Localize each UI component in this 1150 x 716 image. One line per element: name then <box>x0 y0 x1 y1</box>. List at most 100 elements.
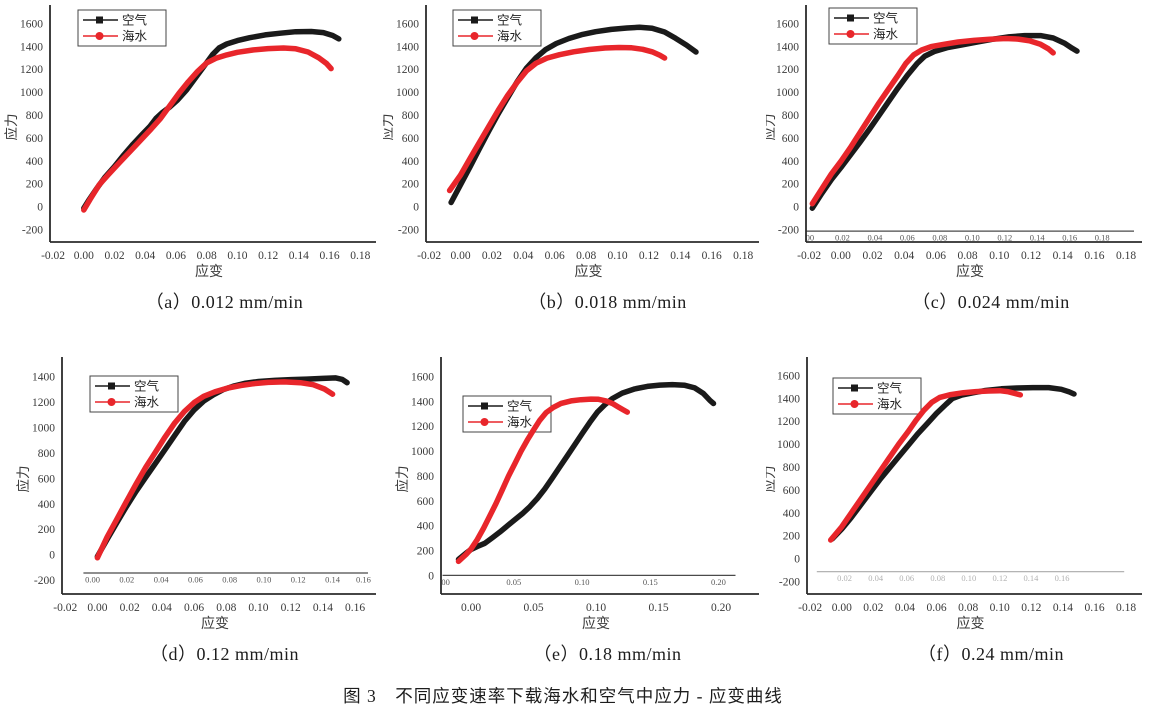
svg-text:0.10: 0.10 <box>575 577 590 587</box>
svg-text:0.10: 0.10 <box>257 574 272 584</box>
svg-text:0.10: 0.10 <box>607 250 627 262</box>
svg-text:0.04: 0.04 <box>513 250 533 262</box>
svg-text:0.10: 0.10 <box>961 573 976 583</box>
legend-label: 空气 <box>122 13 148 28</box>
svg-text:0.10: 0.10 <box>990 602 1010 614</box>
svg-text:-200: -200 <box>398 224 419 236</box>
y-axis-label: 应力 <box>383 114 395 141</box>
chart-a-axes <box>49 5 376 243</box>
svg-text:0.02: 0.02 <box>863 602 883 614</box>
legend-box <box>452 9 542 47</box>
chart-a: -200 0 200 400 600 800 1000 1200 1400 1600 -0.02 0.… <box>3 5 376 278</box>
svg-text:0: 0 <box>794 554 800 566</box>
chart-e-ghost-axis: 00 0.05 0.10 0.15 0.20 <box>441 574 736 587</box>
svg-text:0.02: 0.02 <box>119 574 134 584</box>
svg-text:1400: 1400 <box>776 41 799 53</box>
svg-text:0.20: 0.20 <box>711 577 726 587</box>
chart-d-y-tick-labels: -200 0 200 400 600 800 1000 1200 1400 <box>32 372 55 587</box>
svg-text:-200: -200 <box>34 575 55 587</box>
svg-text:1600: 1600 <box>776 18 799 30</box>
svg-text:0.06: 0.06 <box>188 574 203 584</box>
legend-square-marker-icon <box>108 382 115 390</box>
svg-text:0.18: 0.18 <box>733 250 753 262</box>
svg-text:0.04: 0.04 <box>868 573 884 583</box>
chart-f: 0.02 0.04 0.06 0.08 0.10 0.12 0.14 0.16 -200 0 200… <box>766 357 1142 630</box>
chart-caption-f: （f）0.24 mm/min <box>918 644 1064 664</box>
x-axis-label: 应变 <box>956 263 984 278</box>
svg-text:0.14: 0.14 <box>1030 233 1046 243</box>
svg-text:600: 600 <box>783 485 801 497</box>
svg-text:400: 400 <box>783 508 801 520</box>
svg-text:1000: 1000 <box>32 423 55 435</box>
svg-text:0.04: 0.04 <box>152 602 172 614</box>
legend-label: 空气 <box>134 379 160 394</box>
chart-c-x-tick-labels: -0.02 0.00 0.02 0.04 0.06 0.08 0.10 0.12 0.14 0.1… <box>797 250 1136 262</box>
svg-text:1200: 1200 <box>411 421 434 433</box>
svg-text:0.06: 0.06 <box>926 602 946 614</box>
svg-text:0.16: 0.16 <box>1062 233 1077 243</box>
chart-b-axes <box>425 5 759 243</box>
svg-text:0.14: 0.14 <box>670 250 690 262</box>
chart-panel-a: -200 0 200 400 600 800 1000 1200 1400 1600 -0.02 0.… <box>0 0 383 330</box>
svg-text:0.12: 0.12 <box>1021 250 1041 262</box>
svg-text:0.18: 0.18 <box>1116 602 1136 614</box>
svg-text:1600: 1600 <box>396 18 419 30</box>
chart-caption-d: （d）0.12 mm/min <box>149 644 299 664</box>
legend-box <box>77 9 167 47</box>
svg-text:0.12: 0.12 <box>992 573 1007 583</box>
chart-panel-b: -200 0 200 400 600 800 1000 1200 1400 1600 -0.02 0.… <box>383 0 766 330</box>
legend-circle-marker-icon <box>480 418 489 426</box>
chart-e-axes <box>440 357 759 595</box>
chart-b-y-tick-labels: -200 0 200 400 600 800 1000 1200 1400 1600 <box>396 18 419 236</box>
svg-text:-0.02: -0.02 <box>798 602 822 614</box>
chart-b: -200 0 200 400 600 800 1000 1200 1400 1600 -0.02 0.… <box>383 5 759 278</box>
chart-d-x-tick-labels: -0.02 0.00 0.02 0.04 0.06 0.08 0.10 0.12 0.14 0.1… <box>53 602 365 614</box>
x-axis-label: 应变 <box>195 263 223 278</box>
legend-box <box>89 375 179 413</box>
svg-text:0.05: 0.05 <box>506 577 521 587</box>
svg-text:0.14: 0.14 <box>1024 573 1040 583</box>
svg-text:0.02: 0.02 <box>862 250 882 262</box>
svg-text:0.00: 0.00 <box>831 250 851 262</box>
svg-text:-200: -200 <box>779 576 800 588</box>
svg-text:1600: 1600 <box>777 370 800 382</box>
y-axis-label: 应力 <box>394 466 410 493</box>
svg-text:00: 00 <box>441 577 450 587</box>
svg-text:0.14: 0.14 <box>289 250 309 262</box>
svg-text:0.02: 0.02 <box>837 573 852 583</box>
series-air-curve <box>809 32 1080 211</box>
svg-text:0.00: 0.00 <box>74 250 94 262</box>
series-air-curve <box>94 375 350 560</box>
legend-label: 海水 <box>122 29 148 44</box>
svg-text:0.10: 0.10 <box>586 602 606 614</box>
legend-box <box>832 377 922 415</box>
svg-text:1200: 1200 <box>777 416 800 428</box>
series-air-curve <box>455 381 717 563</box>
legend-circle-marker-icon <box>470 32 479 40</box>
chart-e-x-tick-labels: 0.00 0.05 0.10 0.15 0.20 <box>461 602 731 614</box>
svg-text:0.16: 0.16 <box>1055 573 1070 583</box>
svg-text:200: 200 <box>417 545 435 557</box>
svg-text:1000: 1000 <box>776 87 799 99</box>
svg-text:0.14: 0.14 <box>1053 602 1073 614</box>
chart-f-x-tick-labels: -0.02 0.00 0.02 0.04 0.06 0.08 0.10 0.12 0.14 0.1… <box>798 602 1136 614</box>
svg-text:0.10: 0.10 <box>989 250 1009 262</box>
svg-text:0.02: 0.02 <box>104 250 124 262</box>
x-axis-label: 应变 <box>201 615 229 630</box>
svg-text:0.04: 0.04 <box>867 233 883 243</box>
svg-text:0.10: 0.10 <box>248 602 268 614</box>
svg-text:0.08: 0.08 <box>576 250 596 262</box>
legend-label: 空气 <box>497 13 523 28</box>
chart-e-y-tick-labels: 0 200 400 600 800 1000 1200 1400 1600 <box>411 371 434 582</box>
series-seawater-curve <box>446 44 668 194</box>
chart-panel-f: 0.02 0.04 0.06 0.08 0.10 0.12 0.14 0.16 -200 0 200… <box>766 330 1150 675</box>
svg-text:0.16: 0.16 <box>1084 602 1104 614</box>
svg-text:800: 800 <box>402 110 420 122</box>
legend-label: 空气 <box>507 399 533 414</box>
svg-text:0.14: 0.14 <box>1053 250 1073 262</box>
svg-text:0.08: 0.08 <box>216 602 236 614</box>
svg-text:1200: 1200 <box>776 64 799 76</box>
series-air-curve <box>829 384 1077 542</box>
